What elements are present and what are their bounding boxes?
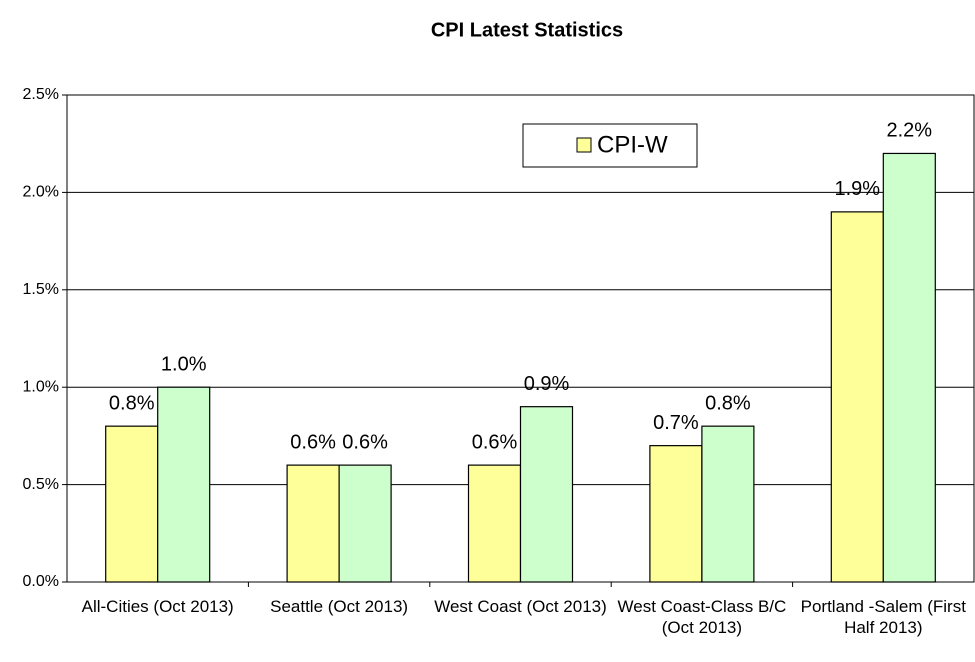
bar	[105, 425, 159, 583]
value-label: 0.6%	[472, 431, 518, 453]
value-label: 0.9%	[524, 373, 570, 395]
legend-label: CPI-W	[597, 131, 668, 158]
value-label: 0.8%	[109, 392, 155, 414]
x-tick-label: West Coast-Class B/C (Oct 2013)	[617, 597, 787, 637]
y-tick-label: 1.5%	[23, 281, 59, 298]
value-label: 2.2%	[887, 120, 933, 142]
x-tick-label: West Coast (Oct 2013)	[434, 597, 607, 616]
bar	[157, 386, 211, 583]
x-tick-label: Portland -Salem (First Half 2013)	[800, 597, 966, 637]
y-tick-label: 2.0%	[23, 184, 59, 201]
bar	[338, 464, 392, 583]
value-label: 1.0%	[161, 353, 207, 375]
legend-swatch	[576, 137, 592, 153]
value-label: 0.6%	[290, 431, 336, 453]
bar	[649, 445, 703, 583]
legend-box	[522, 123, 698, 168]
y-tick-label: 2.5%	[23, 86, 59, 103]
y-tick-label: 1.0%	[23, 378, 59, 395]
bar	[830, 211, 884, 583]
bar	[882, 152, 936, 583]
value-label: 0.7%	[653, 412, 699, 434]
x-tick-label: Seattle (Oct 2013)	[270, 597, 409, 616]
value-label: 1.9%	[835, 178, 881, 200]
bar	[467, 464, 522, 583]
y-tick-label: 0.5%	[23, 476, 59, 493]
bar	[701, 425, 755, 583]
x-tick-label: All-Cities (Oct 2013)	[81, 597, 234, 616]
chart-title: CPI Latest Statistics	[431, 19, 623, 41]
y-tick-label: 0.0%	[23, 573, 59, 590]
value-label: 0.8%	[705, 392, 751, 414]
value-label: 0.6%	[342, 431, 388, 453]
bar	[519, 406, 574, 583]
bar	[286, 464, 340, 583]
